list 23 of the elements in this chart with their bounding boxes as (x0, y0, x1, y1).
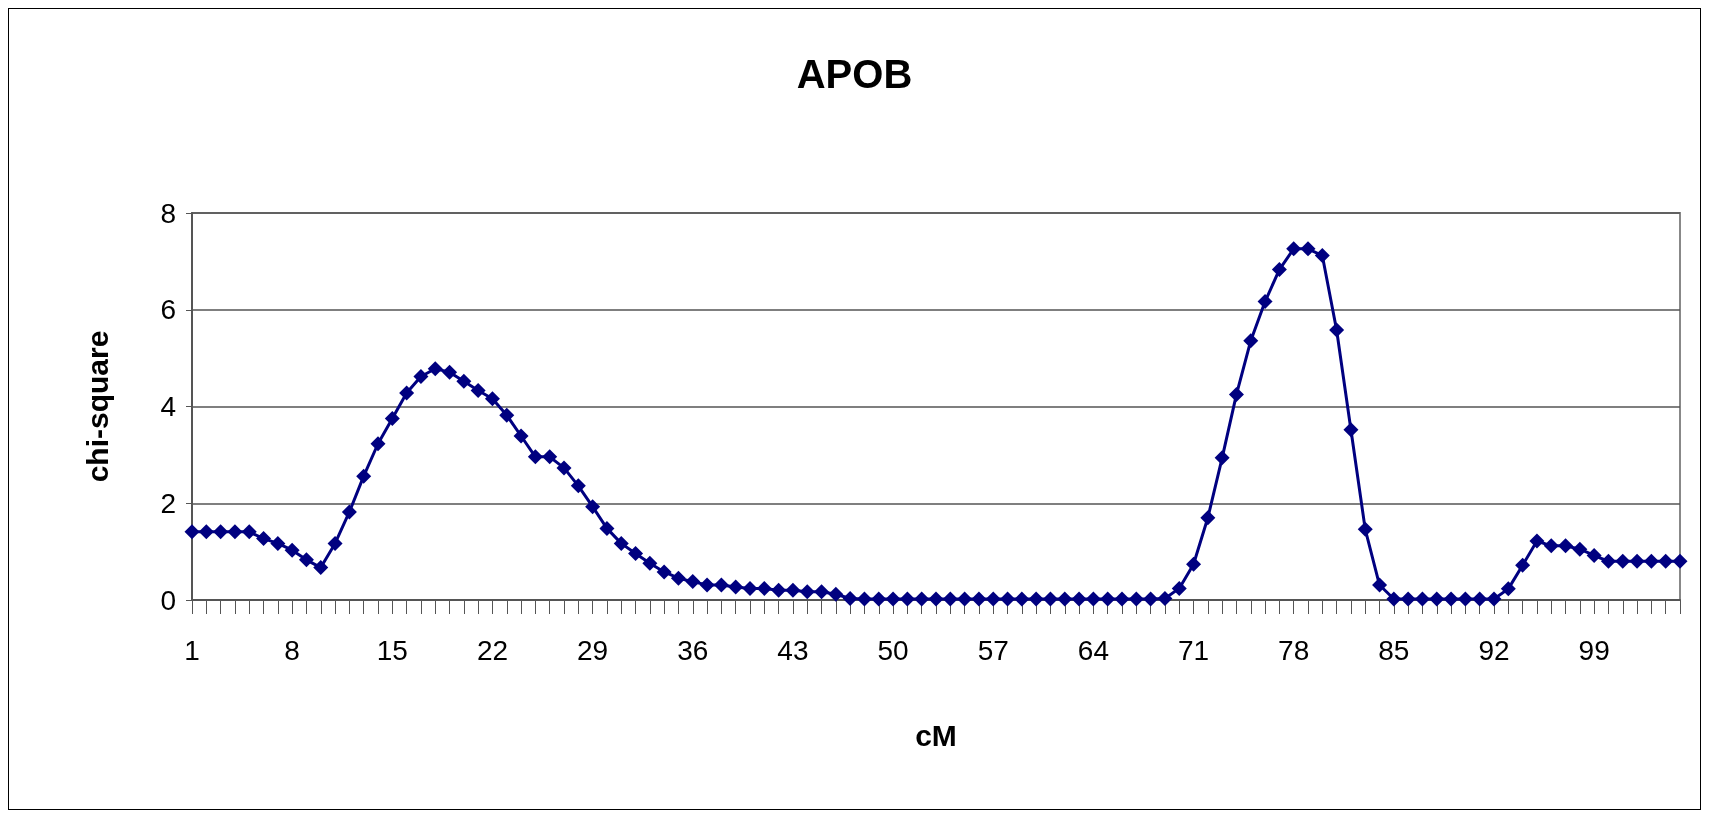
x-axis-title: cM (915, 718, 957, 752)
y-tick-label: 0 (160, 584, 176, 616)
x-tick-label: 29 (577, 634, 609, 666)
chart-title: APOB (796, 52, 913, 96)
x-tick-label: 1 (184, 634, 200, 666)
x-tick-label: 15 (376, 634, 408, 666)
x-tick-label: 22 (476, 634, 509, 666)
x-tick-label: 36 (677, 634, 709, 666)
x-tick-label: 99 (1578, 634, 1610, 666)
x-tick-label: 92 (1478, 634, 1510, 666)
y-tick-label: 4 (160, 391, 176, 422)
x-tick-label: 78 (1278, 634, 1310, 666)
y-tick-label: 8 (160, 197, 176, 229)
x-tick-label: 85 (1378, 634, 1410, 666)
x-tick-label: 71 (1177, 634, 1210, 666)
x-tick-label: 50 (877, 634, 909, 666)
x-tick-label: 64 (1077, 634, 1109, 666)
y-axis-title: chi-square (80, 330, 114, 483)
y-tick-label: 6 (160, 294, 176, 326)
x-tick-label: 57 (977, 634, 1009, 666)
x-tick-label: 43 (777, 634, 809, 666)
x-tick-label: 8 (284, 634, 300, 666)
y-tick-label: 2 (160, 487, 176, 519)
